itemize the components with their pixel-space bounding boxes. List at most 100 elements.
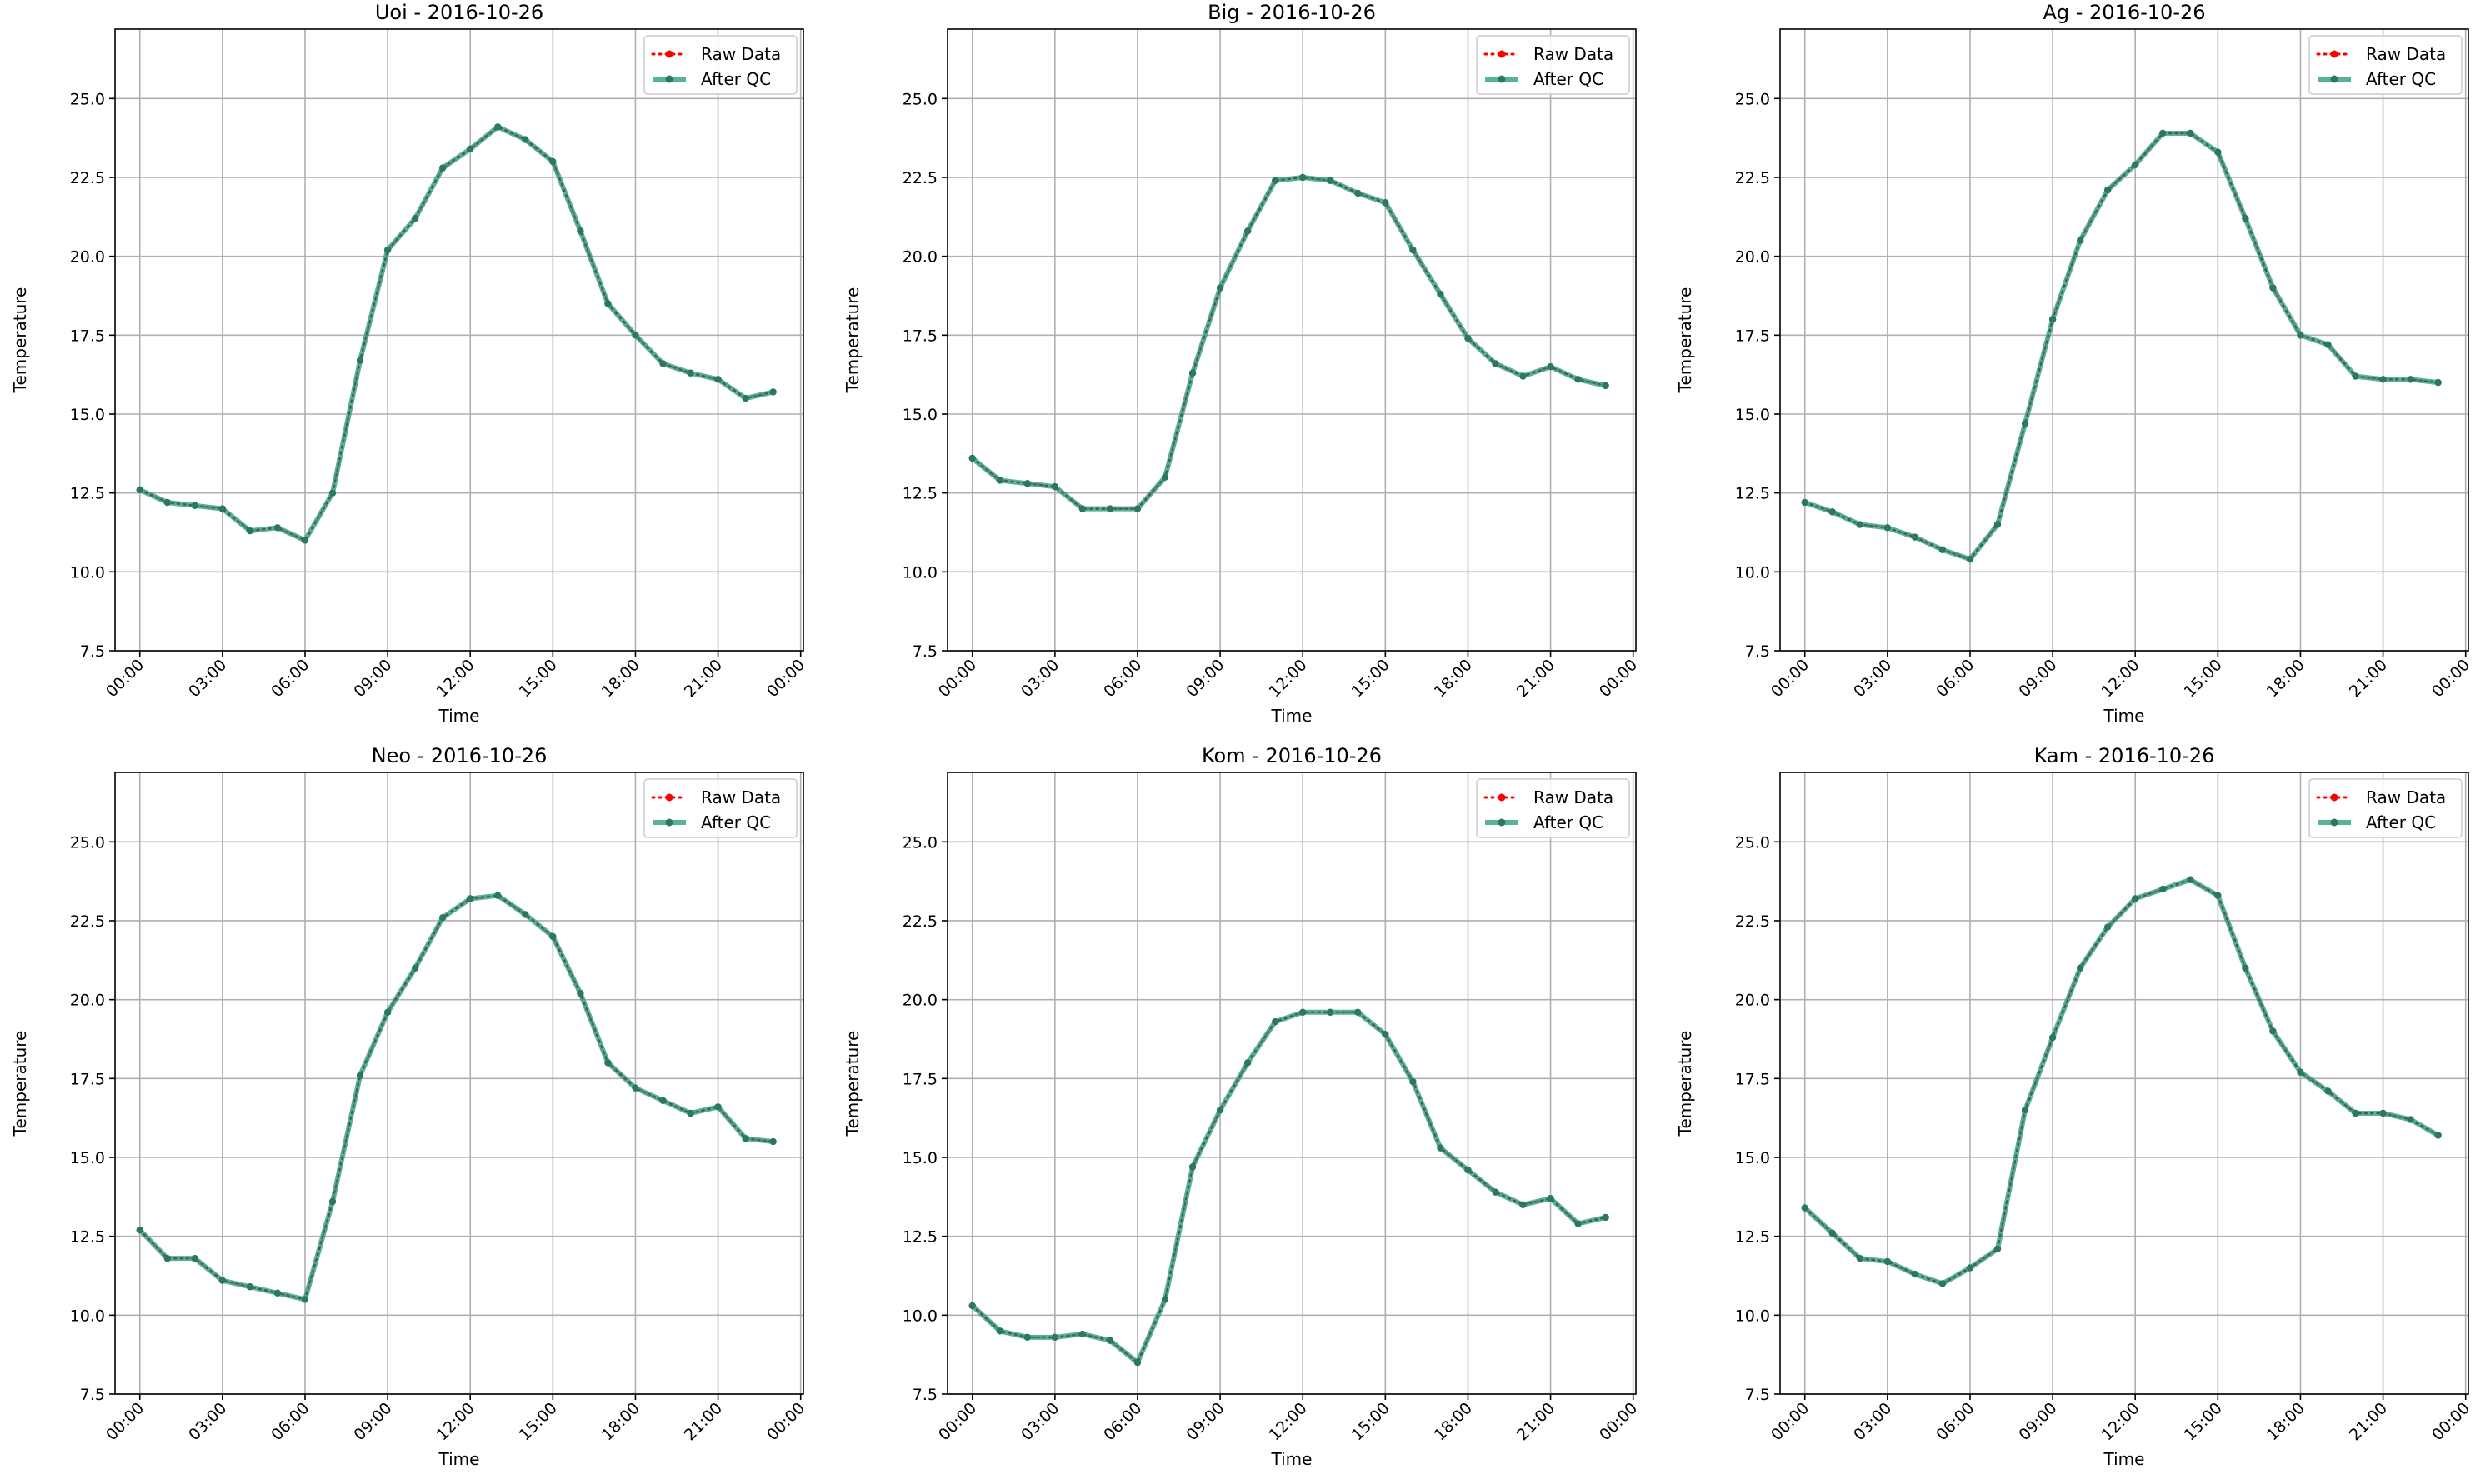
after-qc-point (356, 1072, 364, 1079)
after-qc-point (1883, 524, 1892, 532)
after-qc-point (2214, 148, 2222, 156)
after-qc-point (1966, 555, 1974, 563)
y-tick-label: 15.0 (903, 1149, 938, 1167)
after-qc-point (136, 1226, 143, 1234)
after-qc-point (218, 505, 227, 512)
x-tick-label: 00:00 (1596, 656, 1641, 701)
y-tick-label: 20.0 (70, 992, 105, 1010)
after-qc-point (1354, 189, 1362, 197)
after-qc-point (1437, 1144, 1444, 1152)
after-qc-point (1492, 360, 1499, 367)
x-tick-label: 06:00 (1100, 656, 1145, 701)
x-axis-label: Time (438, 1449, 480, 1469)
x-tick-label: 03:00 (1850, 656, 1895, 701)
x-tick-label: 18:00 (1431, 656, 1476, 701)
after-qc-point (383, 246, 392, 254)
x-tick-label: 00:00 (2428, 656, 2473, 701)
after-qc-point (1574, 1220, 1582, 1227)
chart-title: Kom - 2016-10-26 (1202, 744, 1382, 767)
after-qc-point (1602, 382, 1609, 390)
after-qc-dot-overlay (138, 894, 774, 1301)
after-qc-point (1382, 1031, 1389, 1038)
y-tick-label: 25.0 (1735, 90, 1770, 108)
y-tick-label: 17.5 (903, 1070, 938, 1088)
legend-qc-label: After QC (1533, 69, 1603, 89)
after-qc-point (1519, 372, 1527, 380)
after-qc-line (138, 124, 774, 543)
after-qc-point (1993, 521, 2002, 528)
after-qc-point (2159, 885, 2167, 893)
after-qc-point (2159, 129, 2167, 137)
after-qc-point (273, 1289, 282, 1297)
legend-raw-label: Raw Data (1533, 787, 1613, 807)
y-tick-label: 22.5 (1735, 169, 1770, 187)
after-qc-point (2434, 1132, 2442, 1139)
x-axis-label: Time (2103, 1449, 2145, 1469)
after-qc-point (1161, 473, 1169, 481)
y-tick-label: 10.0 (1735, 563, 1770, 582)
legend-qc-label: After QC (2366, 812, 2436, 832)
legend-raw-label: Raw Data (2366, 44, 2446, 64)
plot-frame (114, 772, 804, 1395)
y-tick-label: 20.0 (1735, 248, 1770, 267)
after-qc-point (2379, 376, 2387, 383)
after-qc-point (328, 489, 337, 497)
after-qc-point (246, 1283, 254, 1291)
after-qc-point (1133, 505, 1142, 512)
after-qc-point (1216, 284, 1224, 292)
after-qc-point (2352, 1109, 2359, 1117)
x-tick-label: 03:00 (1018, 656, 1063, 701)
after-qc-dot-overlay (1803, 132, 2439, 561)
legend-raw-marker (2330, 50, 2338, 58)
chart-title: Uoi - 2016-10-26 (375, 1, 543, 24)
after-qc-point (769, 1137, 777, 1146)
legend-qc-label: After QC (701, 69, 771, 89)
after-qc-point (2407, 1116, 2414, 1123)
y-tick-label: 7.5 (913, 642, 938, 661)
after-qc-point (1828, 508, 1836, 516)
after-qc-point (1938, 546, 1947, 554)
after-qc-point (1409, 1077, 1417, 1086)
x-axis-label: Time (2103, 706, 2145, 726)
after-qc-point (1492, 1188, 1499, 1196)
after-qc-point (1437, 290, 1444, 298)
chart-panel: 7.5 10.0 12.5 15.0 17.5 20.0 22.5 25.0 00:00 03:0… (10, 744, 808, 1469)
x-tick-label: 06:00 (1933, 656, 1978, 701)
legend-qc-label: After QC (701, 812, 771, 832)
y-axis-label: Temperature (10, 287, 30, 394)
legend-raw-label: Raw Data (2366, 787, 2446, 807)
y-tick-label: 20.0 (1735, 992, 1770, 1010)
legend: Raw Data After QC (643, 35, 798, 95)
after-qc-dot-overlay (971, 176, 1607, 510)
x-tick-label: 09:00 (2015, 656, 2060, 701)
y-tick-label: 22.5 (70, 912, 105, 931)
after-qc-point (632, 1084, 639, 1092)
after-qc-point (2048, 316, 2057, 323)
after-qc-point (1938, 1280, 1947, 1287)
x-tick-label: 21:00 (2346, 656, 2391, 701)
y-tick-label: 10.0 (903, 563, 938, 582)
after-qc-line (970, 1009, 1607, 1366)
after-qc-point (1801, 1204, 1808, 1212)
after-qc-point (1828, 1229, 1836, 1237)
after-qc-point (301, 1296, 309, 1303)
x-axis-label: Time (1271, 1449, 1313, 1469)
after-qc-point (1299, 173, 1307, 182)
y-tick-label: 25.0 (1735, 833, 1770, 852)
after-qc-point (1023, 480, 1032, 487)
after-qc-point (1547, 362, 1554, 371)
y-tick-label: 22.5 (70, 169, 105, 187)
x-tick-label: 18:00 (1431, 1399, 1476, 1444)
y-axis-label: Temperature (1675, 1031, 1695, 1137)
after-qc-point (2021, 1106, 2029, 1114)
x-tick-label: 00:00 (103, 656, 148, 701)
after-qc-point (1602, 1213, 1609, 1222)
x-tick-label: 21:00 (681, 656, 726, 701)
x-tick-label: 09:00 (1183, 656, 1228, 701)
after-qc-point (968, 1302, 976, 1310)
after-qc-point (742, 1135, 749, 1142)
after-qc-point (383, 1008, 392, 1016)
after-qc-point (467, 895, 474, 902)
